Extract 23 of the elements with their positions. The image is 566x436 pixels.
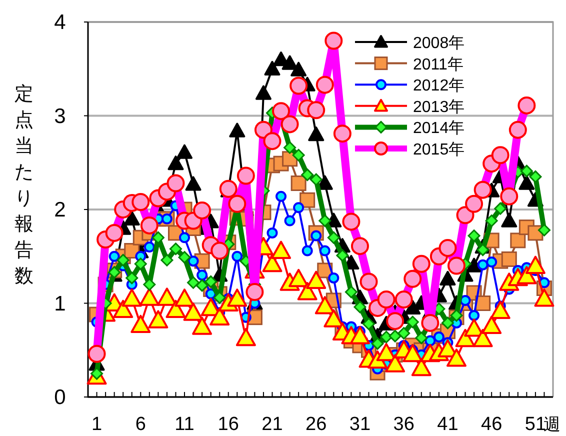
y-tick-label: 0 [54,386,66,409]
x-tick-label: 21 [262,414,283,435]
x-tick-label: 31 [349,414,371,435]
x-tick-label: 36 [393,414,414,435]
legend-label: 2008年 [413,35,465,52]
y-tick-label: 2 [54,198,66,222]
legend-label: 2014年 [413,120,465,138]
y-axis-title: 定点当たり報告数 [14,83,34,287]
legend-label: 2012年 [413,78,465,95]
x-tick-label: 6 [135,414,146,435]
x-tick-label: 16 [218,414,239,435]
x-axis-title: 週 [544,415,560,434]
x-tick-label: 46 [481,414,502,435]
legend-label: 2013年 [413,98,465,116]
x-tick-label: 11 [174,414,194,435]
y-tick-label: 4 [54,11,66,34]
y-tick-label: 1 [54,292,66,316]
legend-label: 2011年 [413,56,464,74]
legend-label: 2015年 [413,142,465,158]
x-tick-label: 26 [306,414,327,435]
x-tick-label: 41 [437,414,458,435]
y-tick-label: 3 [54,104,66,128]
x-tick-label: 1 [91,414,102,435]
